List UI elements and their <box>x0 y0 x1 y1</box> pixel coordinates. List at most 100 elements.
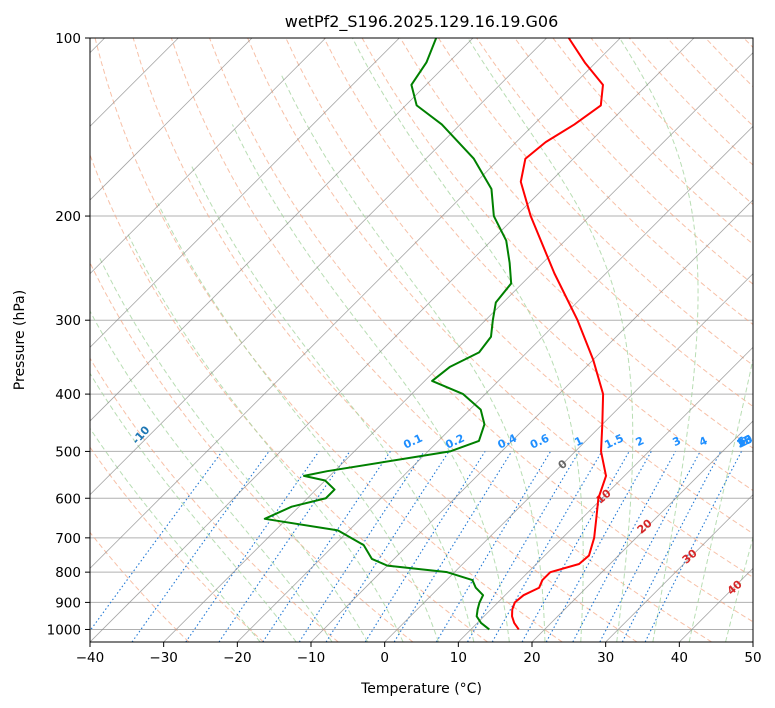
mixing-ratio-lines <box>90 451 742 642</box>
dry-adiabat <box>399 38 753 408</box>
mixing-ratio-label: 13 <box>735 432 754 450</box>
mixing-ratio-label: 0.2 <box>443 432 466 452</box>
isotherm-line <box>531 420 753 642</box>
isotherm-line <box>90 38 474 422</box>
y-axis-title: Pressure (hPa) <box>12 290 28 390</box>
mixing-ratio-label: 16 <box>735 432 755 450</box>
moist-adiabat-label: 30 <box>680 546 700 566</box>
dry-adiabat <box>438 38 753 366</box>
isotherm-line <box>90 38 621 569</box>
isotherm-line <box>163 52 753 642</box>
moist-adiabat <box>90 427 261 642</box>
dewpoint-profile <box>263 38 513 631</box>
skewed-isotherms <box>90 38 753 642</box>
moist-adiabat <box>352 38 584 642</box>
isotherm-line <box>90 38 547 496</box>
mixing-ratio-label: 3 <box>670 434 682 449</box>
dry-adiabat-label: -10 <box>129 423 152 447</box>
isotherm-line <box>90 38 326 275</box>
x-tick-label: −20 <box>223 650 252 666</box>
isotherm-line <box>752 641 753 642</box>
x-tick-label: 0 <box>380 650 389 666</box>
mixing-ratio-line <box>644 451 742 642</box>
y-tick-label: 400 <box>55 387 81 403</box>
isotherm-line <box>384 273 753 642</box>
mixing-ratio-label: 20 <box>735 432 755 450</box>
mixing-ratio-label: 30 <box>735 432 755 450</box>
mixing-ratio-label: 10 <box>735 432 755 450</box>
dry-adiabat <box>590 38 753 206</box>
y-tick-label: 500 <box>55 444 81 460</box>
x-tick-label: −30 <box>149 650 178 666</box>
mixing-ratio-label: 0.1 <box>401 432 424 452</box>
dry-adiabats <box>90 38 753 642</box>
y-tick-label: 1000 <box>47 622 81 638</box>
y-tick-label: 700 <box>55 531 81 547</box>
moist-adiabat <box>725 535 753 642</box>
dry-adiabat <box>705 38 753 88</box>
mixing-ratio-label: 1.5 <box>602 432 625 452</box>
dry-adiabat <box>90 446 264 642</box>
mixing-ratio-line <box>621 451 722 642</box>
pressure-gridlines <box>90 38 753 630</box>
y-tick-label: 200 <box>55 209 81 225</box>
isotherm-line <box>90 38 253 201</box>
isotherm-line <box>605 494 753 642</box>
temperature-profile <box>511 38 608 631</box>
x-tick-label: 50 <box>744 650 761 666</box>
dry-adiabat <box>667 38 753 127</box>
dry-adiabat <box>247 38 753 578</box>
moist-adiabat <box>467 38 634 642</box>
mixing-ratio-line <box>185 451 320 642</box>
dry-adiabat <box>323 38 753 492</box>
dry-adiabat <box>94 38 563 642</box>
moist-adiabat <box>127 234 404 642</box>
moist-adiabats <box>90 38 753 642</box>
plot-frame <box>89 37 754 643</box>
mixing-ratio-line <box>393 451 513 642</box>
mixing-ratio-line <box>325 451 450 642</box>
mixing-ratio-label: 1 <box>573 434 585 449</box>
dry-adiabat-label: -30 <box>0 365 2 389</box>
dry-adiabat <box>90 261 414 642</box>
mixing-ratio-label: 2 <box>634 434 646 449</box>
x-axis-title: Temperature (°C) <box>360 681 482 697</box>
mixing-ratio-label: 0.4 <box>496 431 519 451</box>
x-tick-label: −10 <box>297 650 326 666</box>
x-tick-label: 40 <box>671 650 688 666</box>
moist-adiabat <box>280 73 546 642</box>
x-tick-label: 10 <box>450 650 467 666</box>
isotherm-line <box>90 38 695 642</box>
dry-adiabat <box>90 531 190 642</box>
mixing-ratio-line <box>435 451 552 642</box>
plot-area: -100-90-80-70-60-50-40-30-20-10010203040… <box>0 38 755 642</box>
mixing-ratio-line <box>545 451 652 642</box>
dry-adiabat <box>743 38 753 49</box>
x-axis-ticks: −40 −30 −20 −10 0 10 20 30 40 50 <box>76 642 762 666</box>
isotherm-line <box>458 346 753 642</box>
dry-adiabat <box>90 357 339 642</box>
chart-title: wetPf2_S196.2025.129.16.19.G06 <box>285 12 559 32</box>
moist-adiabat <box>90 310 333 642</box>
mixing-ratio-line <box>572 451 677 642</box>
moist-adiabat <box>619 38 699 642</box>
isotherm-line <box>310 199 753 642</box>
mixing-ratio-line <box>298 451 425 642</box>
dry-adiabat <box>132 38 638 642</box>
mixing-ratio-line <box>262 451 391 642</box>
dry-adiabat <box>476 38 753 326</box>
mixing-ratio-label: 0.6 <box>528 431 551 451</box>
moist-adiabat <box>191 166 475 642</box>
moist-adiabat <box>157 202 439 642</box>
moist-adiabat <box>98 257 369 642</box>
dry-adiabat <box>514 38 753 285</box>
mixing-ratio-line <box>521 451 630 642</box>
x-tick-label: 20 <box>523 650 540 666</box>
mixing-ratio-line <box>90 451 223 632</box>
moist-adiabat <box>231 124 510 642</box>
y-tick-label: 900 <box>55 595 81 611</box>
profile-series <box>263 38 608 631</box>
x-tick-label: 30 <box>597 650 614 666</box>
x-tick-label: −40 <box>76 650 105 666</box>
